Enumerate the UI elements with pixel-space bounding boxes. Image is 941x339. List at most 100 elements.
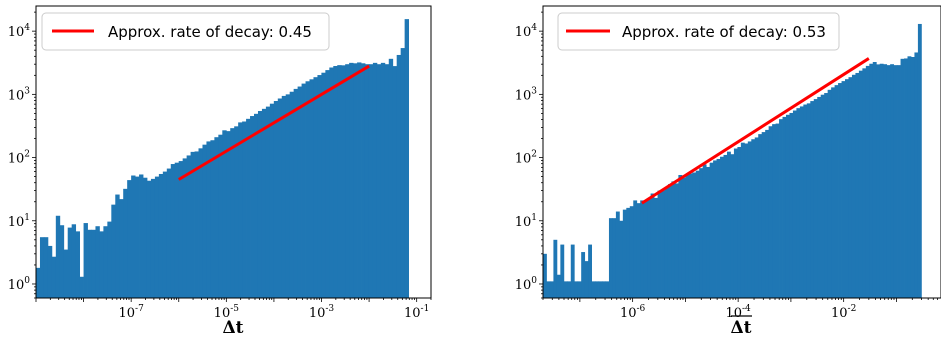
histogram-bar (615, 211, 620, 298)
histogram-bar (210, 140, 215, 298)
histogram-bar (111, 204, 116, 298)
histogram-bar (222, 130, 227, 298)
y-ticks-right: 100 101 102 103 104 (515, 11, 543, 299)
histogram-bar (779, 119, 783, 298)
y-tick-label: 100 (515, 276, 538, 293)
histogram-bar (329, 67, 334, 298)
x-tick-label: 10-6 (620, 304, 646, 321)
histogram-bar (376, 64, 382, 298)
histogram-bar (337, 65, 342, 298)
histogram-bar (238, 122, 243, 298)
histogram-bar (702, 164, 707, 298)
histogram-bar (309, 79, 314, 298)
histogram-bar (723, 154, 728, 298)
histogram-bar (119, 199, 124, 298)
histogram-bar (115, 194, 120, 298)
histogram-bar (392, 66, 398, 298)
histogram-bar (250, 116, 255, 298)
histogram-bar (602, 281, 606, 298)
histogram-bar (577, 281, 582, 298)
histogram-bar (598, 281, 603, 298)
histogram-bar (560, 244, 565, 298)
histogram-bar (681, 177, 686, 298)
x-tick-label: 10-1 (404, 304, 429, 321)
histogram-bar (154, 176, 160, 298)
histogram-bar (744, 143, 749, 298)
histogram-bar (806, 103, 811, 298)
histogram-bar (626, 207, 631, 298)
histogram-bar (281, 95, 287, 298)
histogram-bar (758, 134, 763, 298)
histogram-bar (182, 158, 188, 298)
histogram-bar (194, 151, 199, 298)
legend-label-left: Approx. rate of decay: 0.45 (108, 23, 312, 41)
histogram-bar (720, 156, 724, 298)
x-axis-label-right: Δt (730, 318, 751, 338)
histogram-bar (733, 148, 738, 298)
histogram-bar (206, 141, 211, 298)
histogram-bar (372, 62, 378, 298)
x-tick-label: 10-3 (309, 304, 335, 321)
histogram-bar (364, 64, 370, 298)
histogram-bar (772, 124, 776, 298)
x-tick-label: 10-2 (831, 304, 856, 321)
y-tick-label: 103 (515, 86, 538, 103)
histogram-bar (368, 64, 374, 298)
histogram-bar (55, 215, 61, 298)
histogram-bar (47, 245, 53, 298)
histogram-bar (400, 48, 406, 298)
histogram-bar (754, 137, 759, 298)
histogram-bar (230, 128, 235, 298)
histogram-bar (123, 188, 128, 298)
histogram-bar (357, 62, 362, 298)
histogram-bar (869, 63, 874, 298)
histogram-bar (254, 113, 259, 298)
histogram-bar (897, 65, 901, 298)
histogram-bar (595, 281, 599, 298)
histogram-bar (83, 223, 88, 298)
histogram-bar (158, 173, 164, 298)
histogram-bar (293, 88, 299, 298)
histogram-bar (297, 86, 302, 298)
histogram-bar (699, 168, 704, 298)
histogram-bar (143, 177, 148, 298)
histogram-bar (150, 178, 156, 298)
histogram-bar (803, 104, 808, 298)
legend-box-right (557, 12, 840, 51)
histogram-bar (761, 132, 766, 298)
histogram-bar (848, 77, 853, 298)
histogram-bar (51, 256, 57, 298)
histogram-bar (685, 174, 690, 298)
histogram-bar (622, 209, 627, 298)
fit-line-right (641, 57, 870, 205)
histogram-bar (695, 170, 700, 298)
histogram-bar (747, 141, 752, 298)
histogram-bar (543, 253, 547, 298)
histogram-bar (737, 146, 742, 298)
histogram-bar (890, 64, 895, 298)
histogram-bar (361, 63, 366, 298)
histogram-bar (198, 148, 203, 298)
histogram-bar (71, 224, 77, 298)
histogram-bar (831, 87, 835, 298)
histogram-bar (87, 229, 92, 298)
x-tick-label: 10-4 (725, 304, 751, 321)
histogram-bar (796, 108, 801, 298)
histogram-bar (549, 281, 554, 298)
histogram-bar (265, 106, 271, 298)
histogram-bar (170, 164, 176, 298)
histogram-bar (325, 70, 330, 298)
histogram-bar (257, 111, 263, 298)
histogram-bar (688, 173, 693, 298)
histogram-bar (636, 203, 641, 298)
histogram-bar (178, 161, 184, 298)
histogram-bar (333, 65, 338, 298)
histogram-bar (563, 281, 568, 298)
histogram-bar (910, 56, 915, 298)
histogram-bar (345, 64, 350, 298)
histogram-bar (810, 101, 815, 298)
fit-line-left (177, 64, 370, 181)
histogram-bar (799, 106, 804, 298)
histogram-bar (353, 63, 358, 298)
